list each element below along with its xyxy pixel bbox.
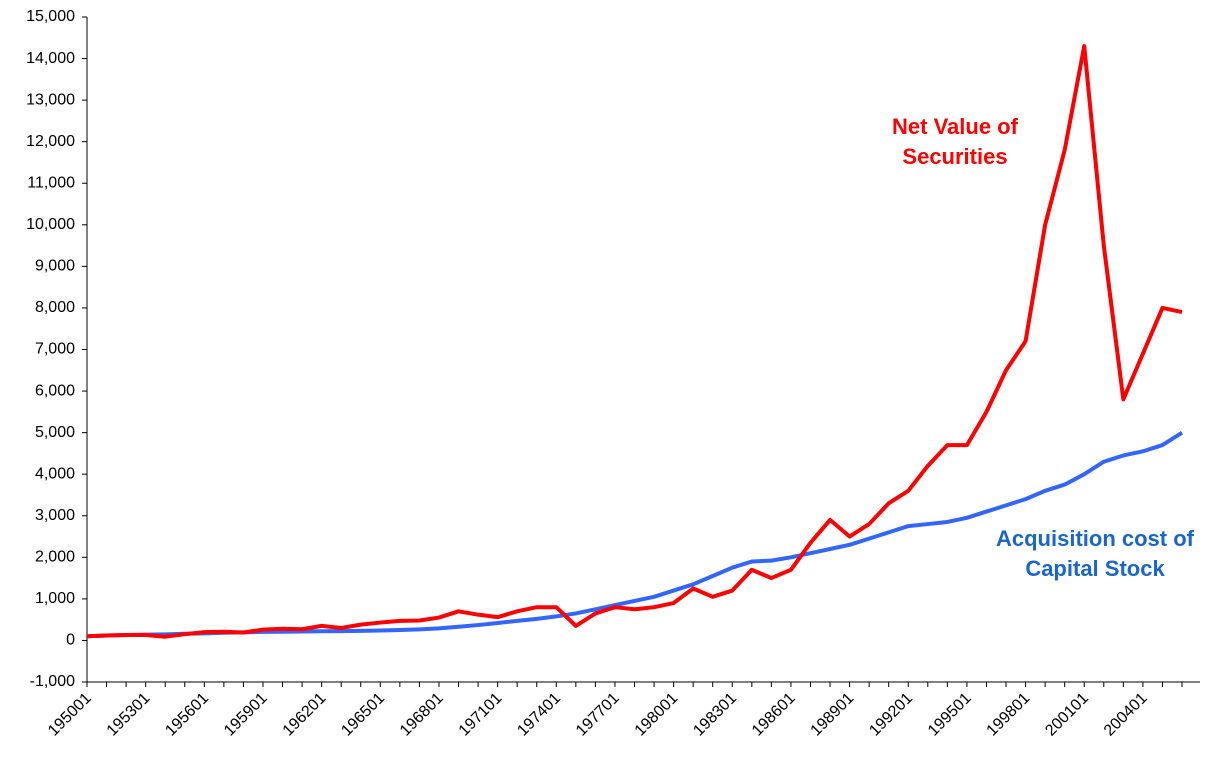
y-tick-label: 8,000 [35,299,75,316]
x-tick-label: 196501 [338,690,388,740]
x-tick-label: 198901 [808,690,858,740]
x-tick-label: 198001 [632,690,682,740]
x-tick-label: 196801 [397,690,447,740]
x-tick-label: 199201 [866,690,916,740]
y-tick-label: 4,000 [35,465,75,482]
y-tick-label: 2,000 [35,549,75,566]
x-tick-label: 197701 [573,690,623,740]
y-tick-label: 10,000 [26,216,75,233]
x-tick-label: 198301 [690,690,740,740]
x-tick-label: 197101 [456,690,506,740]
series-annotation: Acquisition cost of Capital Stock [996,526,1194,581]
y-tick-label: 9,000 [35,258,75,275]
y-tick-label: 3,000 [35,507,75,524]
y-tick-label: 1,000 [35,590,75,607]
y-tick-label: 5,000 [35,424,75,441]
x-tick-label: 199801 [984,690,1034,740]
x-tick-label: 197401 [514,690,564,740]
y-tick-label: 15,000 [26,8,75,25]
x-tick-label: 200401 [1101,690,1151,740]
x-tick-label: 199501 [925,690,975,740]
x-tick-label: 195001 [45,690,95,740]
series-line [86,44,1183,639]
y-tick-label: 0 [66,632,75,649]
x-tick-label: 195601 [162,690,212,740]
y-tick-label: 11,000 [27,174,75,191]
x-tick-label: 200101 [1042,690,1092,740]
y-tick-label: 14,000 [26,50,75,67]
x-tick-label: 196201 [280,690,330,740]
series-line [86,430,1184,639]
y-tick-label: 6,000 [35,382,75,399]
series-annotation: Net Value of Securities [892,114,1018,169]
y-tick-label: -1,000 [30,673,75,690]
x-tick-label: 195301 [104,690,154,740]
y-tick-label: 13,000 [26,91,75,108]
x-tick-label: 195901 [221,690,271,740]
x-tick-label: 198601 [749,690,799,740]
y-tick-label: 12,000 [26,133,75,150]
y-tick-label: 7,000 [35,341,75,358]
